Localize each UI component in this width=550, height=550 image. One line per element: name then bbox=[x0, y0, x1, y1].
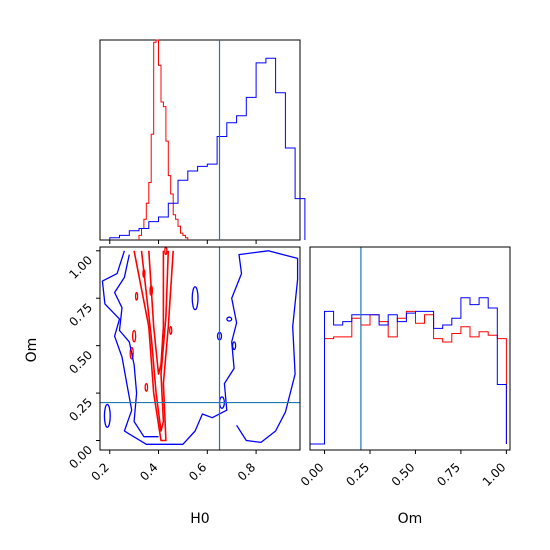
contour-red-1 bbox=[140, 250, 170, 432]
om-xtick-label-2: 0.50 bbox=[389, 460, 418, 489]
contour-clipped-group bbox=[100, 247, 300, 450]
om-xtick-label-4: 1.00 bbox=[480, 460, 509, 489]
contour-xtick-label-3: 0.8 bbox=[235, 460, 258, 483]
contour-yticks: 0.00 0.25 0.50 0.75 1.00 bbox=[66, 250, 100, 472]
frame-h0-marginal bbox=[99, 39, 301, 241]
contour-ytick-label-1: 0.25 bbox=[66, 395, 95, 424]
contour-ytick-label-0: 0.00 bbox=[66, 443, 95, 472]
panel-h0-om-contour: 0.2 0.4 0.6 0.8 0.00 0.25 0.50 0.75 1.00 H0 Om bbox=[24, 246, 301, 527]
om-xtick-label-0: 0.00 bbox=[298, 460, 327, 489]
om-xtick-label-3: 0.75 bbox=[434, 460, 463, 489]
h0-histogram-ticks bbox=[109, 240, 257, 244]
contour-island-red-2 bbox=[144, 382, 149, 392]
contour-red-2 bbox=[148, 250, 165, 375]
xlabel-h0: H0 bbox=[190, 511, 209, 527]
contour-island-red-1 bbox=[131, 329, 137, 343]
contour-xtick-label-2: 0.6 bbox=[186, 460, 209, 483]
contour-island-red-6 bbox=[142, 269, 146, 279]
contour-island-red-5 bbox=[169, 326, 173, 335]
om-histogram-red bbox=[310, 310, 507, 445]
om-histogram-layer bbox=[310, 247, 507, 450]
contour-layer bbox=[100, 247, 300, 450]
panel-om-marginal: 0.00 0.25 0.50 0.75 1.00 Om bbox=[298, 246, 511, 527]
contour-xtick-label-0: 0.2 bbox=[88, 460, 111, 483]
frame-om-marginal bbox=[309, 246, 511, 451]
contour-ytick-label-3: 0.75 bbox=[66, 300, 95, 329]
contour-blue-1 bbox=[113, 254, 159, 438]
contour-ytick-label-2: 0.50 bbox=[66, 348, 95, 377]
contour-island-blue-0 bbox=[191, 286, 199, 311]
contour-island-red-4 bbox=[134, 291, 139, 301]
om-xticks: 0.00 0.25 0.50 0.75 1.00 bbox=[298, 450, 509, 489]
contour-island-red-3 bbox=[149, 285, 154, 296]
ylabel-om: Om bbox=[24, 338, 40, 363]
contour-blue-0 bbox=[101, 250, 299, 445]
contour-island-blue-1 bbox=[103, 403, 111, 428]
om-xtick-label-1: 0.25 bbox=[343, 460, 372, 489]
contour-xtick-label-1: 0.4 bbox=[137, 460, 160, 483]
contour-xticks: 0.2 0.4 0.6 0.8 bbox=[88, 450, 258, 484]
frame-h0-om-contour bbox=[99, 246, 301, 451]
contour-island-blue-5 bbox=[226, 316, 233, 322]
panel-h0-marginal bbox=[99, 39, 306, 244]
h0-histogram-blue bbox=[109, 57, 306, 240]
h0-histogram-red bbox=[138, 39, 189, 240]
contour-island-red-0 bbox=[129, 346, 134, 360]
contour-red-0 bbox=[133, 250, 174, 442]
contour-island-blue-4 bbox=[231, 341, 237, 351]
xlabel-om: Om bbox=[398, 511, 423, 527]
h0-histogram-layer bbox=[109, 39, 306, 240]
contour-island-red-7 bbox=[164, 247, 168, 256]
contour-ytick-label-4: 1.00 bbox=[66, 253, 95, 282]
om-histogram-blue bbox=[310, 297, 507, 445]
